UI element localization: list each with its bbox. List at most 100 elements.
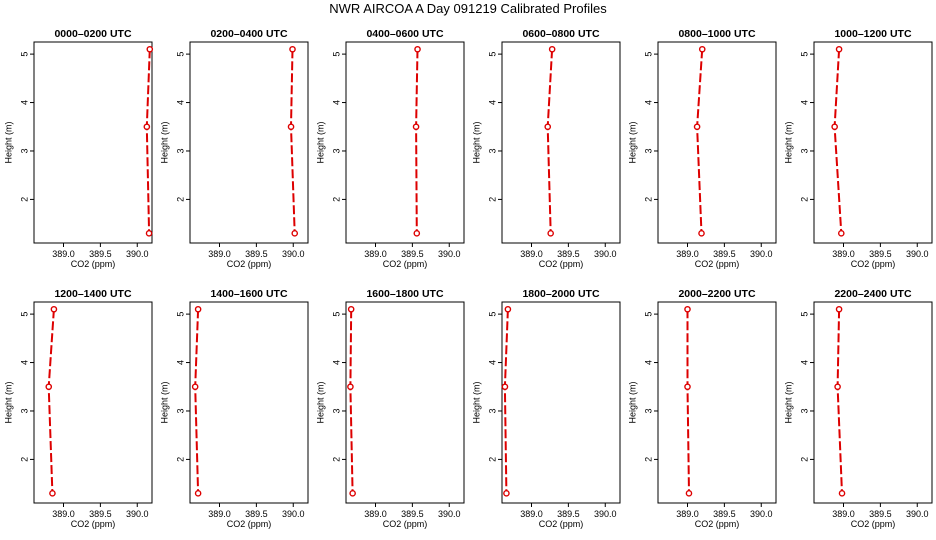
data-point — [347, 383, 354, 391]
x-tick-label: 389.5 — [245, 249, 268, 259]
x-tick-label: 390.0 — [906, 509, 929, 519]
y-axis-label: Height (m) — [3, 121, 13, 163]
co2-profile-line — [686, 309, 690, 494]
data-point — [834, 383, 841, 391]
y-tick-label: 5 — [487, 52, 497, 57]
data-point — [191, 383, 199, 391]
y-tick-label: 4 — [19, 100, 29, 105]
chart-title: 0800–1000 UTC — [678, 28, 755, 40]
chart-title: 0200–0400 UTC — [210, 28, 287, 40]
x-tick-label: 389.5 — [869, 509, 892, 519]
co2-profile-line — [349, 309, 354, 494]
co2-profile-line — [145, 49, 151, 234]
x-axis-label: CO2 (ppm) — [851, 519, 896, 529]
co2-profile-line — [47, 309, 55, 494]
x-tick-label: 389.0 — [832, 249, 855, 259]
data-point — [838, 490, 846, 497]
chart-panel-8: 1400–1600 UTC 389.0 389.5 390.0 2 3 4 5 CO2 (ppm… — [159, 288, 309, 529]
x-tick-label: 390.0 — [750, 509, 773, 519]
y-tick-label: 2 — [175, 457, 185, 462]
y-tick-label: 5 — [175, 312, 185, 317]
plot-frame — [189, 301, 309, 504]
x-axis-label: CO2 (ppm) — [71, 519, 116, 529]
y-tick-label: 4 — [175, 100, 185, 105]
y-tick-label: 5 — [19, 312, 29, 317]
data-point — [693, 123, 701, 131]
data-point — [544, 123, 552, 131]
y-tick-label: 2 — [799, 197, 809, 202]
y-tick-label: 2 — [487, 457, 497, 462]
co2-profile-line — [833, 49, 843, 234]
x-axis-label: CO2 (ppm) — [695, 519, 740, 529]
co2-profile-line — [836, 309, 843, 494]
x-tick-label: 390.0 — [438, 509, 461, 519]
data-point — [684, 383, 691, 391]
plot-frame — [345, 41, 465, 244]
chart-title: 1800–2000 UTC — [522, 288, 599, 300]
y-tick-label: 2 — [799, 457, 809, 462]
co2-profile-line — [696, 49, 704, 234]
co2-profile-line — [415, 49, 419, 234]
x-tick-label: 389.5 — [89, 249, 112, 259]
x-tick-label: 389.0 — [832, 509, 855, 519]
x-tick-label: 390.0 — [438, 249, 461, 259]
chart-panel-7: 1200–1400 UTC 389.0 389.5 390.0 2 3 4 5 CO2 (ppm… — [3, 288, 153, 529]
y-axis-label: Height (m) — [471, 121, 481, 163]
x-tick-label: 389.0 — [52, 249, 75, 259]
plot-frame — [813, 301, 933, 504]
data-point — [49, 490, 56, 497]
x-tick-label: 389.5 — [713, 249, 736, 259]
chart-panel-2: 0200–0400 UTC 389.0 389.5 390.0 2 3 4 5 CO2 (ppm… — [159, 28, 309, 269]
y-axis-label: Height (m) — [3, 381, 13, 423]
y-tick-label: 5 — [799, 52, 809, 57]
y-tick-label: 5 — [175, 52, 185, 57]
data-point — [145, 230, 153, 237]
chart-panel-4: 0600–0800 UTC 389.0 389.5 390.0 2 3 4 5 CO2 (ppm… — [471, 28, 621, 269]
x-tick-label: 389.5 — [89, 509, 112, 519]
y-axis-label: Height (m) — [627, 381, 637, 423]
data-point — [50, 305, 58, 313]
chart-panel-10: 1800–2000 UTC 389.0 389.5 390.0 2 3 4 5 CO2 (ppm… — [471, 288, 621, 529]
data-point — [501, 383, 509, 391]
y-tick-label: 4 — [799, 360, 809, 365]
chart-panel-12: 2200–2400 UTC 389.0 389.5 390.0 2 3 4 5 CO2 (ppm… — [783, 288, 933, 529]
data-point — [414, 45, 421, 53]
data-point — [837, 230, 845, 237]
chart-title: 0600–0800 UTC — [522, 28, 599, 40]
x-tick-label: 389.5 — [401, 509, 424, 519]
y-axis-label: Height (m) — [783, 121, 793, 163]
y-tick-label: 3 — [487, 408, 497, 413]
data-point — [412, 123, 420, 131]
x-tick-label: 389.0 — [52, 509, 75, 519]
x-tick-label: 389.5 — [245, 509, 268, 519]
y-axis-label: Height (m) — [159, 121, 169, 163]
y-axis-label: Height (m) — [315, 381, 325, 423]
y-tick-label: 5 — [19, 52, 29, 57]
y-tick-label: 4 — [799, 100, 809, 105]
x-tick-label: 389.0 — [208, 249, 231, 259]
x-tick-label: 390.0 — [126, 249, 149, 259]
y-tick-label: 4 — [487, 100, 497, 105]
plot-frame — [33, 301, 153, 504]
y-tick-label: 3 — [331, 408, 341, 413]
plot-frame — [345, 301, 465, 504]
x-tick-label: 389.0 — [676, 509, 699, 519]
x-axis-label: CO2 (ppm) — [539, 519, 584, 529]
y-tick-label: 5 — [643, 312, 653, 317]
y-tick-label: 2 — [19, 457, 29, 462]
chart-panel-1: 0000–0200 UTC 389.0 389.5 390.0 2 3 4 5 CO2 (ppm… — [3, 28, 154, 269]
x-tick-label: 389.0 — [364, 249, 387, 259]
plot-frame — [657, 301, 777, 504]
y-axis-label: Height (m) — [627, 121, 637, 163]
y-tick-label: 3 — [643, 148, 653, 153]
co2-profile-line — [194, 309, 200, 494]
x-tick-label: 389.5 — [869, 249, 892, 259]
data-point — [413, 230, 421, 237]
y-tick-label: 3 — [643, 408, 653, 413]
data-point — [287, 123, 295, 131]
x-tick-label: 389.0 — [676, 249, 699, 259]
chart-panel-9: 1600–1800 UTC 389.0 389.5 390.0 2 3 4 5 CO2 (ppm… — [315, 288, 465, 529]
x-tick-label: 390.0 — [594, 509, 617, 519]
plot-frame — [189, 41, 309, 244]
